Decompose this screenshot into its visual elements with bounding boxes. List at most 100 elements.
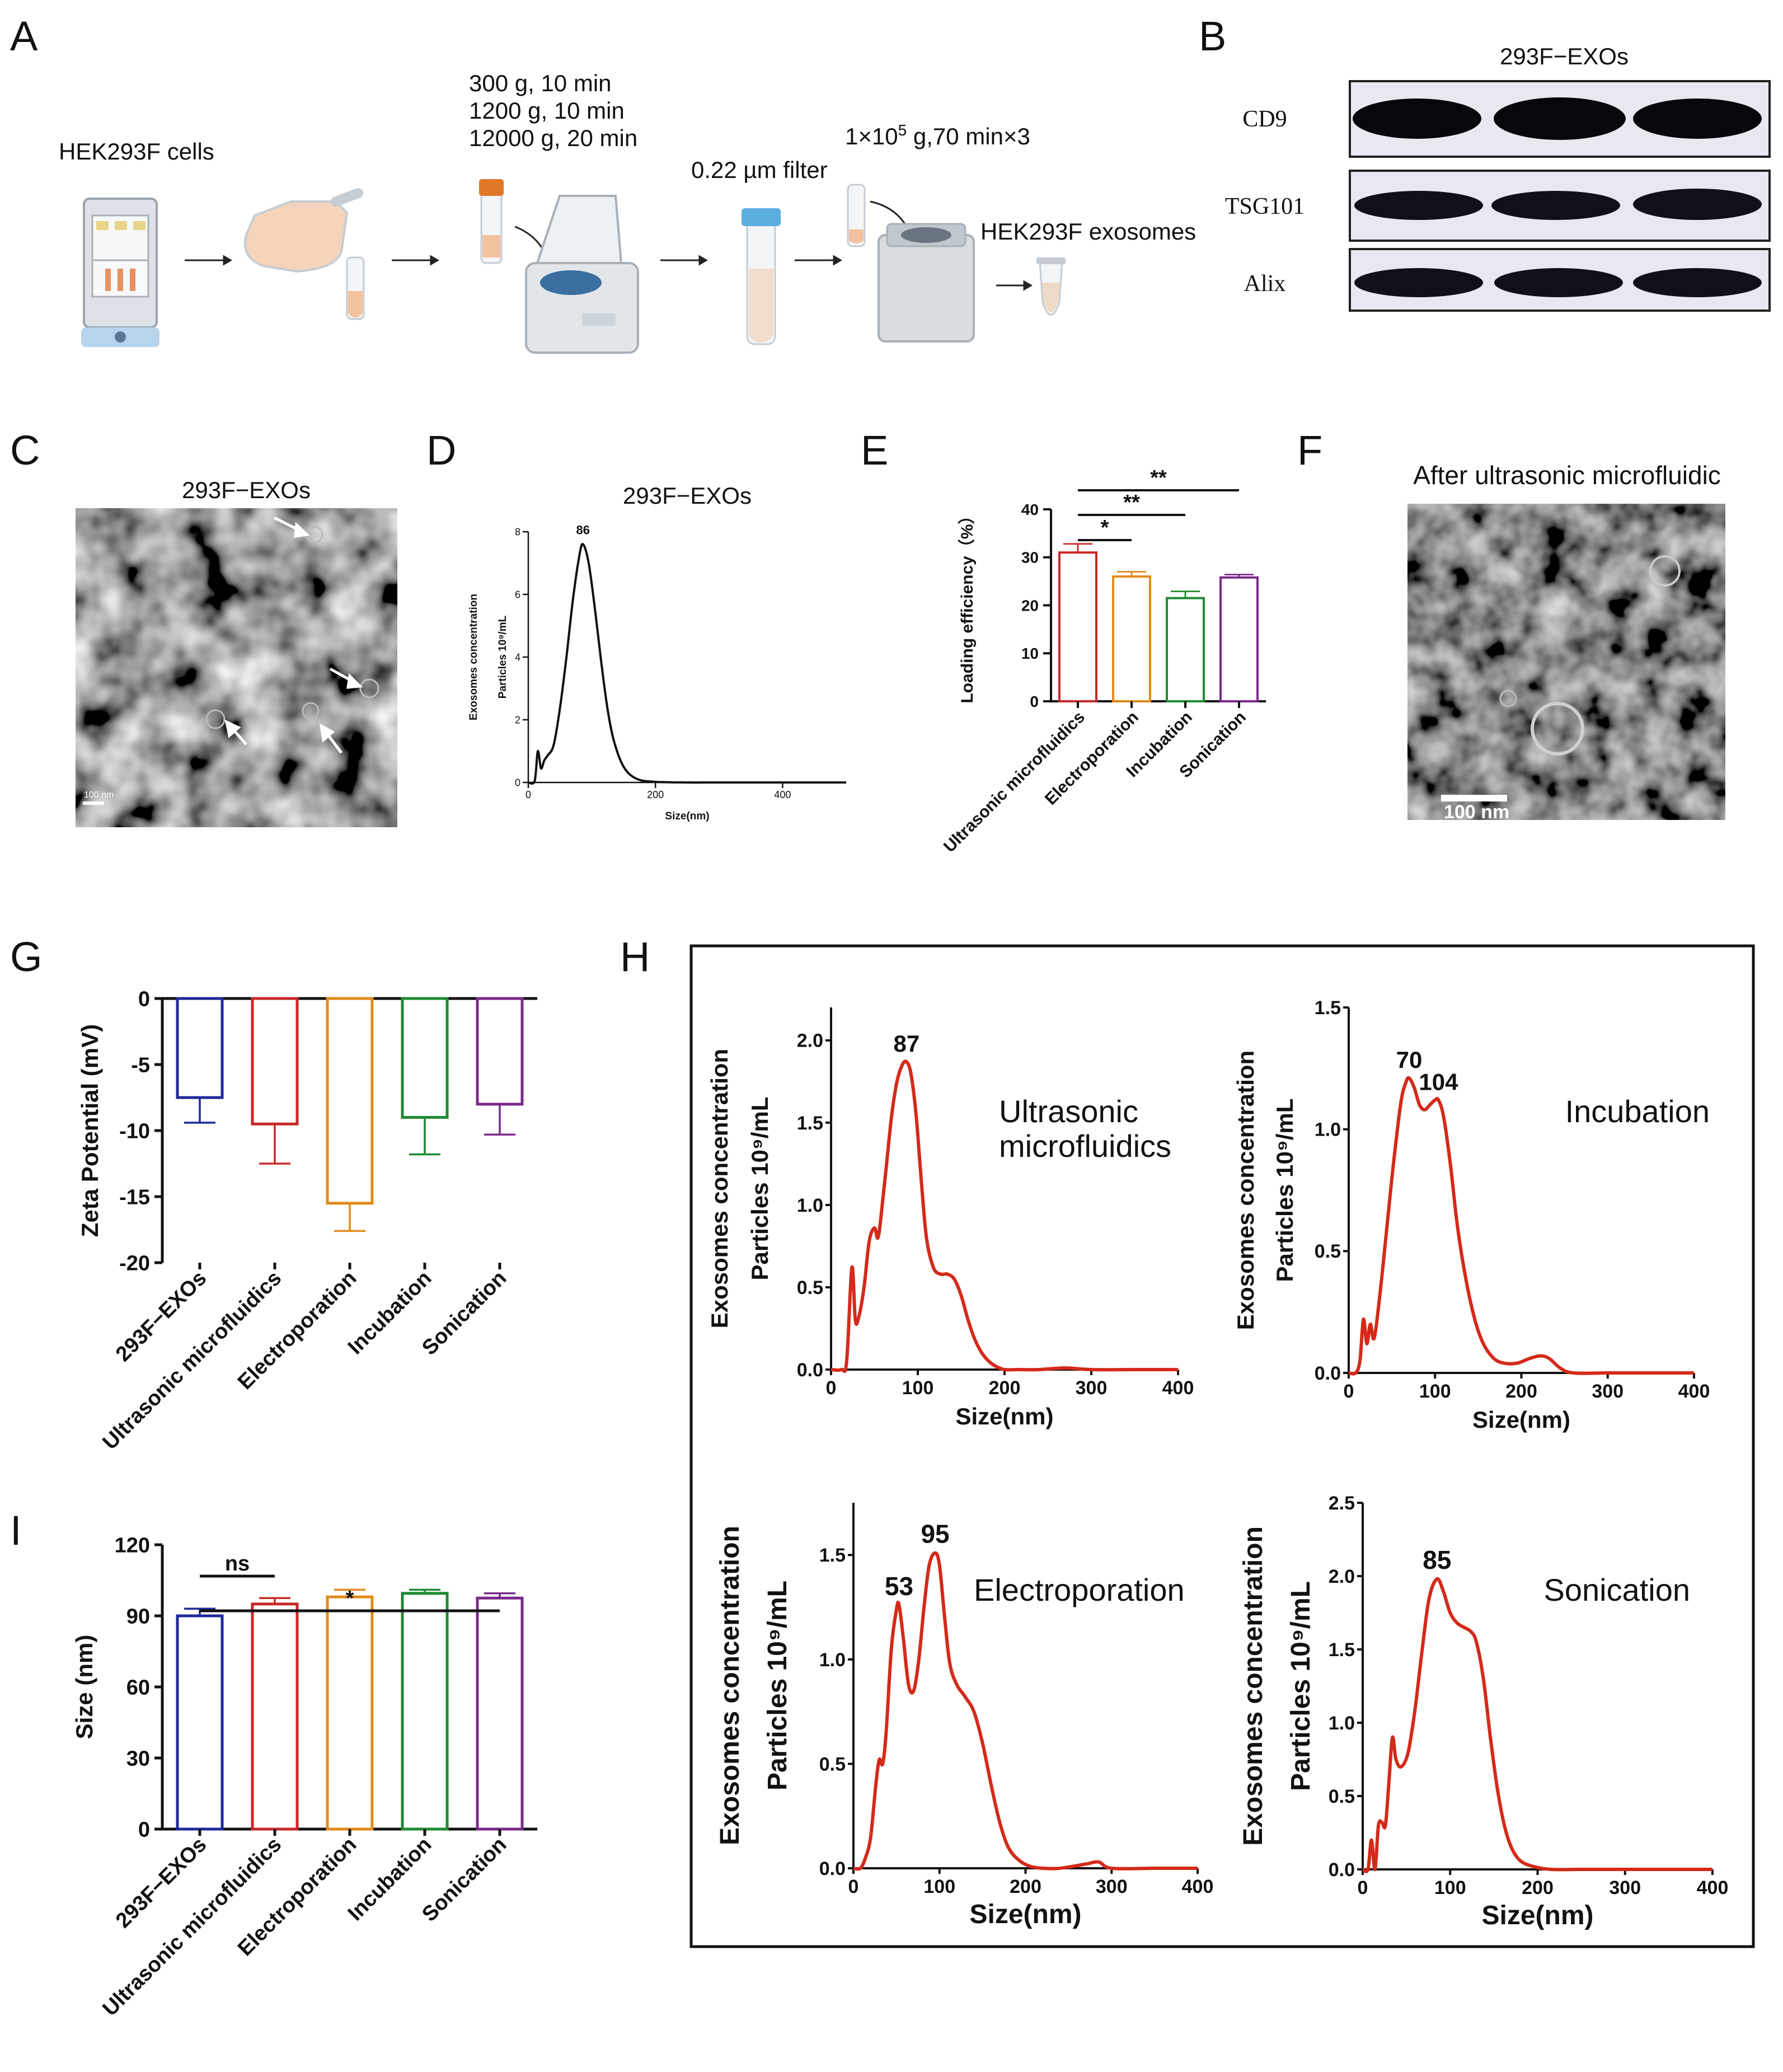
- chart-nta-electroporation: 0 100 200 300 400 0.0 0.5 1.0 1.5 Size(nm) Exosome…: [715, 1503, 1213, 1929]
- y-tick-label: 1.0: [819, 1649, 846, 1671]
- filter-tube-icon: [742, 184, 908, 345]
- x-tick-label: 0: [1358, 1877, 1368, 1898]
- y-tick-label: 30: [1021, 549, 1039, 566]
- chart-title: 293F−EXOs: [623, 482, 752, 509]
- inner-title: Sonication: [1543, 1572, 1690, 1607]
- x-tick-label: 100: [923, 1876, 955, 1897]
- inner-title: Incubation: [1565, 1094, 1710, 1129]
- y-axis-title-line1: Exosomes concentration: [706, 1049, 733, 1328]
- panel-label-a: A: [10, 13, 38, 59]
- blot-title: 293F−EXOs: [1500, 43, 1629, 69]
- bar: [1219, 576, 1259, 703]
- x-tick-label: 300: [1076, 1377, 1108, 1399]
- marker-cd9: CD9: [1242, 106, 1287, 132]
- peak-label: 95: [921, 1520, 949, 1549]
- chart-nta-incubation: 0 100 200 300 400 0.0 0.5 1.0 1.5 Size(nm) Exosome…: [1232, 997, 1710, 1433]
- y-axis-title-line2: Particles 10⁹/mL: [747, 1096, 773, 1280]
- x-tick-label: 200: [989, 1377, 1021, 1399]
- peak-label: 87: [893, 1030, 919, 1057]
- x-tick-label: 100: [1434, 1877, 1466, 1898]
- x-tick-label: 400: [774, 789, 791, 800]
- y-axis-title-line1: Exosomes concentration: [715, 1526, 745, 1845]
- chart-nta-ultrasonic: 0 100 200 300 400 0.0 0.5 1.0 1.5 2.0 Size(nm) Exos…: [706, 1007, 1194, 1429]
- exosome-tube-icon: [1036, 257, 1066, 316]
- series-line: [1348, 1076, 1694, 1376]
- significance-label: *: [346, 1587, 354, 1610]
- bar: [476, 1596, 524, 1831]
- centrifuge-step-3: 12000 g, 20 min: [469, 125, 637, 151]
- panel-label-c: C: [10, 427, 40, 474]
- x-tick-label: 0: [848, 1876, 859, 1897]
- y-tick-label: 1.0: [1329, 1713, 1355, 1734]
- panel-label-e: E: [861, 427, 888, 474]
- centrifuge-step-2: 1200 g, 10 min: [469, 97, 625, 124]
- x-tick-label: 400: [1162, 1377, 1194, 1399]
- workflow-arrows: [185, 255, 1033, 291]
- y-tick-label: 6: [515, 589, 520, 600]
- y-tick-label: 60: [126, 1676, 150, 1699]
- series-line: [1362, 1577, 1712, 1873]
- y-tick-label: 1.5: [819, 1545, 846, 1566]
- y-tick-label: 0.5: [1315, 1241, 1341, 1262]
- y-tick-label: 2.0: [1329, 1566, 1355, 1587]
- bar: [1058, 551, 1097, 702]
- workflow-schematic: HEK293F cells 300 g, 10 min 1200 g, 10 m…: [59, 70, 1196, 354]
- chart-nta-sonication: 0 100 200 300 400 0.0 0.5 1.0 1.5 2.0 2.5 Size(nm) E…: [1238, 1493, 1728, 1930]
- centrifuge-icon: [479, 179, 639, 354]
- panel-label-i: I: [10, 1507, 22, 1554]
- panel-label-f: F: [1297, 427, 1322, 474]
- y-tick-label: 120: [115, 1534, 150, 1557]
- x-axis-title: Size(nm): [1472, 1407, 1570, 1433]
- x-tick-label: 300: [1592, 1381, 1624, 1402]
- panel-label-h: H: [620, 934, 650, 980]
- y-tick-label: 0.0: [797, 1360, 823, 1381]
- y-tick-label: 10: [1021, 645, 1039, 662]
- western-blot: 293F−EXOs CD9 TSG101 Alix: [1225, 43, 1771, 312]
- y-axis-title-line2: Particles 10⁹/mL: [1271, 1098, 1298, 1282]
- panel-label-b: B: [1199, 13, 1226, 59]
- y-tick-label: 0: [1030, 693, 1039, 710]
- x-axis-title: Size(nm): [955, 1403, 1053, 1429]
- y-tick-label: 4: [515, 651, 520, 663]
- x-tick-label: 200: [1522, 1877, 1554, 1898]
- bar: [176, 1614, 224, 1831]
- cells-label: HEK293F cells: [59, 138, 214, 165]
- peak-label: 86: [576, 523, 589, 537]
- x-tick-label: 200: [1010, 1876, 1041, 1897]
- x-tick-label: 300: [1096, 1876, 1128, 1897]
- panel-label-d: D: [426, 427, 456, 474]
- y-axis-title-line2: Particles 10⁹/mL: [1286, 1581, 1316, 1791]
- y-tick-label: 0: [138, 987, 150, 1011]
- y-tick-label: 0.0: [1315, 1363, 1341, 1384]
- y-tick-label: 2.5: [1329, 1493, 1355, 1514]
- peak-label: 53: [885, 1572, 913, 1601]
- y-tick-label: 0.5: [797, 1277, 823, 1298]
- significance-label: ns: [225, 1552, 250, 1576]
- y-tick-label: 40: [1021, 501, 1039, 518]
- y-tick-label: 90: [126, 1605, 150, 1628]
- significance-label: **: [1150, 466, 1167, 490]
- y-axis-title: Zeta Potential (mV): [77, 1024, 103, 1237]
- x-tick-label: 400: [1678, 1381, 1710, 1402]
- y-axis-title: Size (nm): [71, 1635, 97, 1740]
- bar: [176, 997, 224, 1099]
- x-tick-label: 200: [647, 789, 664, 800]
- bar: [251, 997, 299, 1126]
- bar: [476, 997, 524, 1106]
- x-tick-label: 100: [902, 1377, 934, 1399]
- series-line: [528, 543, 846, 785]
- y-axis-title-line1: Exosomes concentration: [468, 594, 480, 720]
- significance-label: *: [1101, 516, 1109, 540]
- y-tick-label: -5: [131, 1053, 150, 1077]
- y-tick-label: 0.5: [1329, 1786, 1355, 1807]
- x-tick-label: 0: [826, 1377, 837, 1399]
- flask-icon: [244, 188, 365, 320]
- series-line: [830, 1060, 1178, 1373]
- tem-scale-293f: 100 nm: [84, 790, 114, 800]
- series-line: [853, 1551, 1198, 1871]
- y-tick-label: -10: [119, 1119, 150, 1143]
- filter-label: 0.22 µm filter: [691, 157, 828, 183]
- x-axis-title: Size(nm): [1481, 1901, 1593, 1930]
- y-axis-title-line1: Exosomes concentration: [1238, 1526, 1268, 1846]
- panel-label-g: G: [10, 934, 43, 980]
